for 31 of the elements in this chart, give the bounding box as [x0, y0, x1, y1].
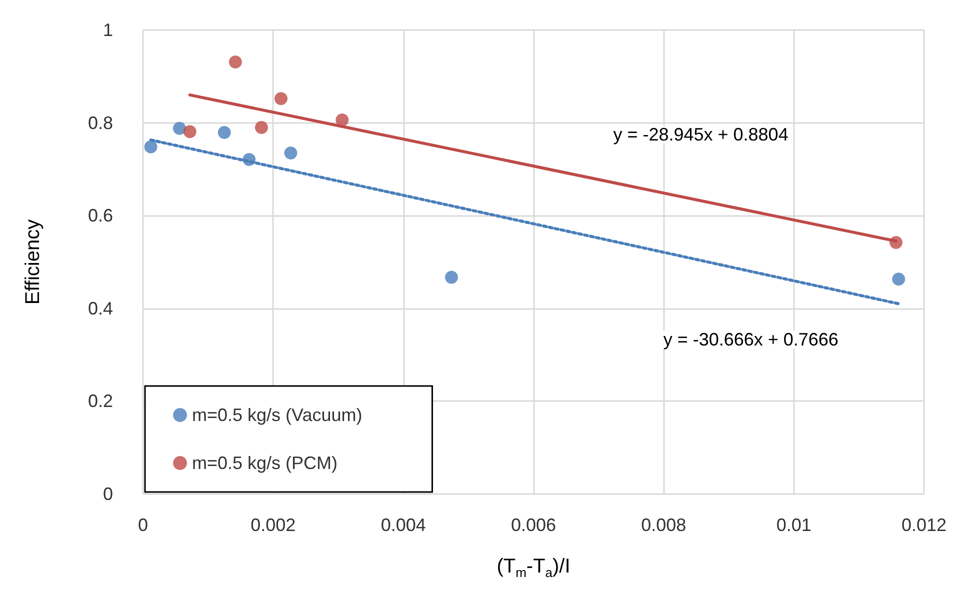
point: [183, 125, 196, 138]
x-tick-label: 0.006: [510, 515, 556, 535]
y-tick-label: 1: [102, 20, 113, 40]
legend-label: m=0.5 kg/s (Vacuum): [192, 405, 362, 425]
x-tick-label: 0.008: [641, 515, 686, 535]
y-axis-title: Efficiency: [22, 219, 44, 305]
x-tick-label: 0: [138, 515, 148, 535]
y-tick-label: 0.6: [88, 206, 113, 226]
point: [445, 270, 458, 284]
annotation: y = -28.945x + 0.8804: [613, 124, 788, 144]
y-tick-label: 0: [102, 484, 113, 504]
point: [228, 56, 242, 69]
point: [284, 146, 298, 160]
legend-label: m=0.5 kg/s (PCM): [192, 453, 338, 473]
point: [218, 126, 231, 140]
x-tick-label: 0.002: [250, 515, 296, 535]
point: [890, 236, 903, 250]
x-tick-label: 0.004: [380, 515, 426, 535]
x-tick-label: 0.01: [776, 515, 812, 535]
point: [242, 152, 256, 166]
point: [172, 122, 186, 135]
point: [892, 272, 906, 286]
point: [274, 92, 288, 106]
y-tick-label: 0.2: [88, 391, 113, 412]
y-tick-label: 0.4: [88, 298, 113, 318]
point: [336, 114, 349, 127]
x-tick-label: 0.012: [901, 515, 947, 535]
y-tick-label: 0.8: [88, 112, 113, 133]
point: [254, 120, 268, 134]
annotation: y = -30.666x + 0.7666: [663, 329, 838, 350]
point: [144, 140, 158, 154]
